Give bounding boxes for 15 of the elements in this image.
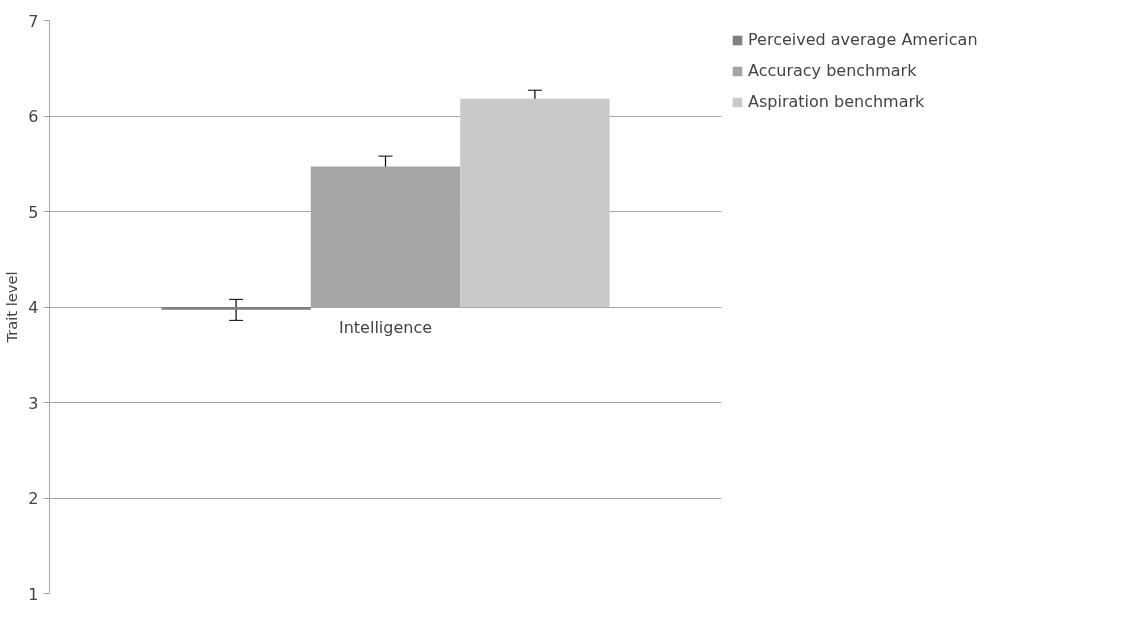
x-tick-label: Intelligence (338, 318, 433, 337)
legend-label: Perceived average American (748, 30, 978, 49)
y-tick-label: 1 (28, 584, 39, 604)
y-tick-label: 7 (28, 11, 39, 31)
y-tick-label: 3 (28, 393, 39, 413)
bar (310, 166, 461, 307)
y-tick-label: 4 (28, 298, 39, 317)
bar (161, 307, 311, 310)
y-axis-title: Trait level (3, 271, 21, 344)
legend-label: Aspiration benchmark (748, 92, 925, 111)
y-tick-label: 6 (28, 107, 39, 126)
legend-label: Accuracy benchmark (748, 61, 917, 80)
bar (460, 98, 610, 307)
y-tick-label: 2 (28, 489, 39, 508)
y-tick-label: 5 (28, 202, 39, 222)
